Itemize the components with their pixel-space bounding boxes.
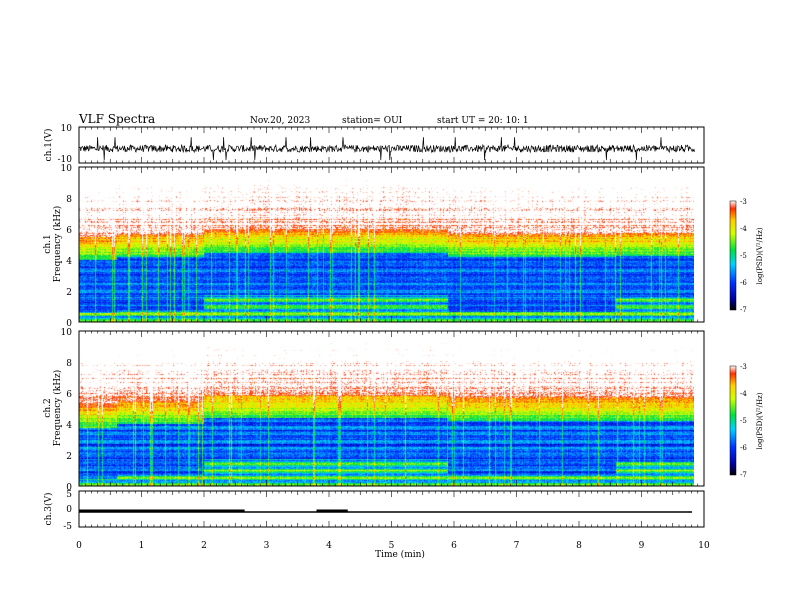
time-axis-label: Time (min) xyxy=(375,549,425,560)
ch1-colorbar-gradient xyxy=(729,200,737,311)
ch2-spectrogram-panel: 10 8 6 4 2 0 ch.2Frequency (kHz) xyxy=(43,328,705,493)
ch1-freq-tick-6: 6 xyxy=(66,226,72,236)
ch2-colorbar-tick-6: -6 xyxy=(740,444,747,452)
time-tick-3: 3 xyxy=(264,541,270,551)
ch2-freq-tick-8: 8 xyxy=(66,359,72,369)
start-time-label: start UT = 20: 10: 1 xyxy=(437,116,529,126)
time-tick-6: 6 xyxy=(451,541,457,551)
ch2-freq-tick-0: 0 xyxy=(66,483,72,493)
ch1-freq-tick-0: 0 xyxy=(66,319,72,329)
ch1-freq-tick-2: 2 xyxy=(66,288,72,298)
time-axis: 0 1 2 3 4 5 6 7 8 9 10 xyxy=(76,541,710,551)
ch3-ytick-0: 0 xyxy=(66,505,72,515)
ch1-freq-tick-4: 4 xyxy=(66,257,72,267)
ch1-colorbar-tick-7: -7 xyxy=(740,306,747,314)
ch2-colorbar-label: log(PSD)(V²/Hz) xyxy=(756,392,764,449)
ch1-freq-tick-10: 10 xyxy=(61,164,73,174)
time-tick-10: 10 xyxy=(698,541,710,551)
figure-title: VLF Spectra xyxy=(78,112,155,126)
time-tick-2: 2 xyxy=(201,541,207,551)
ch1-spectrogram-ylabel: ch.1Frequency (kHz) xyxy=(43,206,63,283)
ch1-colorbar: -3 -4 -5 -6 -7 log(PSD)(V²/Hz) xyxy=(729,198,764,314)
time-tick-7: 7 xyxy=(514,541,520,551)
ch1-ytick-bottom: -10 xyxy=(58,155,73,165)
ch2-spectrogram-ticks xyxy=(78,331,705,486)
ch1-spectrogram-ticks xyxy=(78,167,705,322)
ch3-signal-panel: 5 0 -5 ch.3(V) xyxy=(43,490,705,532)
ch2-freq-tick-4: 4 xyxy=(66,421,72,431)
ch1-colorbar-label: log(PSD)(V²/Hz) xyxy=(756,227,764,284)
ch2-colorbar-tick-3: -3 xyxy=(740,363,747,371)
time-tick-9: 9 xyxy=(639,541,645,551)
ch2-freq-tick-2: 2 xyxy=(66,452,72,462)
ch1-colorbar-tick-5: -5 xyxy=(740,252,747,260)
ch1-colorbar-tick-6: -6 xyxy=(740,279,747,287)
time-tick-5: 5 xyxy=(389,541,395,551)
ch3-signal-ylabel: ch.3(V) xyxy=(43,493,54,526)
ch2-freq-tick-6: 6 xyxy=(66,390,72,400)
ch1-waveform-panel: 10 -10 ch.1(V) xyxy=(43,124,705,165)
time-tick-0: 0 xyxy=(76,541,82,551)
date-label: Nov.20, 2023 xyxy=(250,116,311,126)
ch1-colorbar-tick-4: -4 xyxy=(740,225,747,233)
time-tick-1: 1 xyxy=(139,541,145,551)
ch1-freq-tick-8: 8 xyxy=(66,195,72,205)
ch1-waveform-line xyxy=(78,137,695,161)
ch2-freq-tick-10: 10 xyxy=(61,328,73,338)
ch1-waveform-ylabel: ch.1(V) xyxy=(43,129,54,162)
ch2-colorbar-tick-7: -7 xyxy=(740,471,747,479)
ch2-colorbar-tick-5: -5 xyxy=(740,417,747,425)
ch3-ytick-5: 5 xyxy=(66,490,72,500)
time-tick-8: 8 xyxy=(576,541,582,551)
ch1-ytick-top: 10 xyxy=(61,124,73,134)
ch1-spectrogram-panel: 10 8 6 4 2 0 ch.1Frequency (kHz) xyxy=(43,164,705,329)
ch2-spectrogram-heatmap xyxy=(79,331,694,486)
ch3-ytick-minus5: -5 xyxy=(63,522,72,532)
ch2-spectrogram-ylabel: ch.2Frequency (kHz) xyxy=(43,370,63,447)
time-tick-4: 4 xyxy=(326,541,332,551)
ch2-colorbar-tick-4: -4 xyxy=(740,390,747,398)
ch2-colorbar-gradient xyxy=(729,365,737,476)
ch2-colorbar: -3 -4 -5 -6 -7 log(PSD)(V²/Hz) xyxy=(729,363,764,479)
station-label: station= OUI xyxy=(342,116,403,126)
ch1-colorbar-tick-3: -3 xyxy=(740,198,747,206)
ch1-spectrogram-heatmap xyxy=(79,167,694,322)
